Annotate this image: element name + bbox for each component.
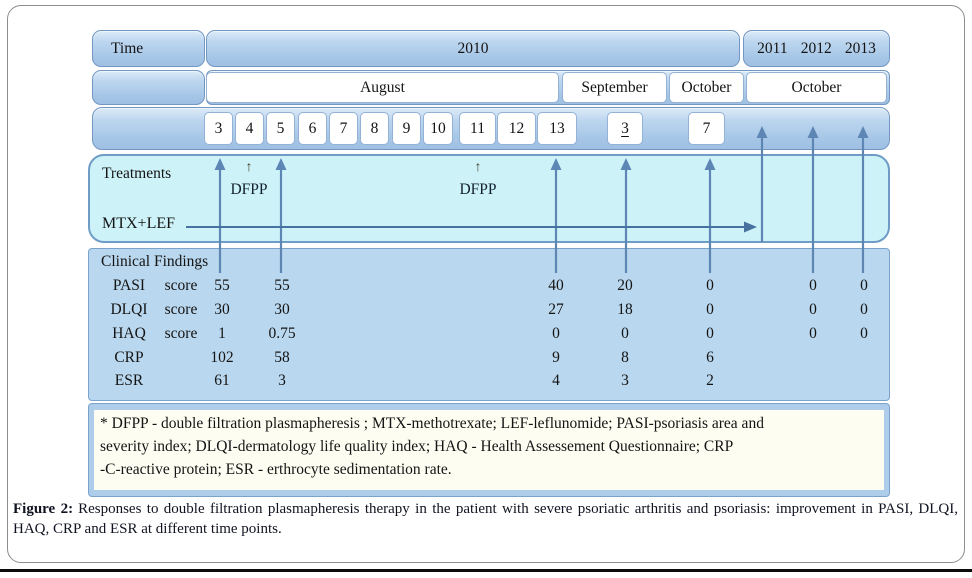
figure-caption: Figure 2: Responses to double filtration …	[13, 499, 958, 539]
years-right-cell: 2011 2012 2013	[743, 30, 890, 67]
clinical-findings-box	[88, 248, 890, 401]
bottom-rule	[0, 569, 972, 572]
figure-caption-prefix: Figure 2:	[13, 501, 74, 517]
mtx-lef-label: MTX+LEF	[102, 215, 176, 232]
clinical-section-label: Clinical Findings	[101, 253, 209, 270]
year-label: 2011	[757, 39, 788, 57]
year-2010-cell: 2010	[206, 30, 740, 67]
treatments-box	[88, 154, 890, 243]
day-row-bar	[92, 107, 890, 150]
year-label: 2012	[800, 39, 832, 57]
figure-caption-text: Responses to double filtration plasmaphe…	[13, 501, 958, 537]
treatments-section-label: Treatments	[102, 165, 172, 182]
year-2010-label: 2010	[457, 39, 489, 57]
month-row-bar	[206, 70, 890, 105]
time-label: Time	[111, 39, 144, 57]
footnote-cream-panel	[94, 410, 884, 490]
month-header-spacer	[92, 70, 205, 105]
time-header-cell: Time	[92, 30, 205, 67]
year-label: 2013	[844, 39, 876, 57]
page-border	[7, 5, 965, 563]
